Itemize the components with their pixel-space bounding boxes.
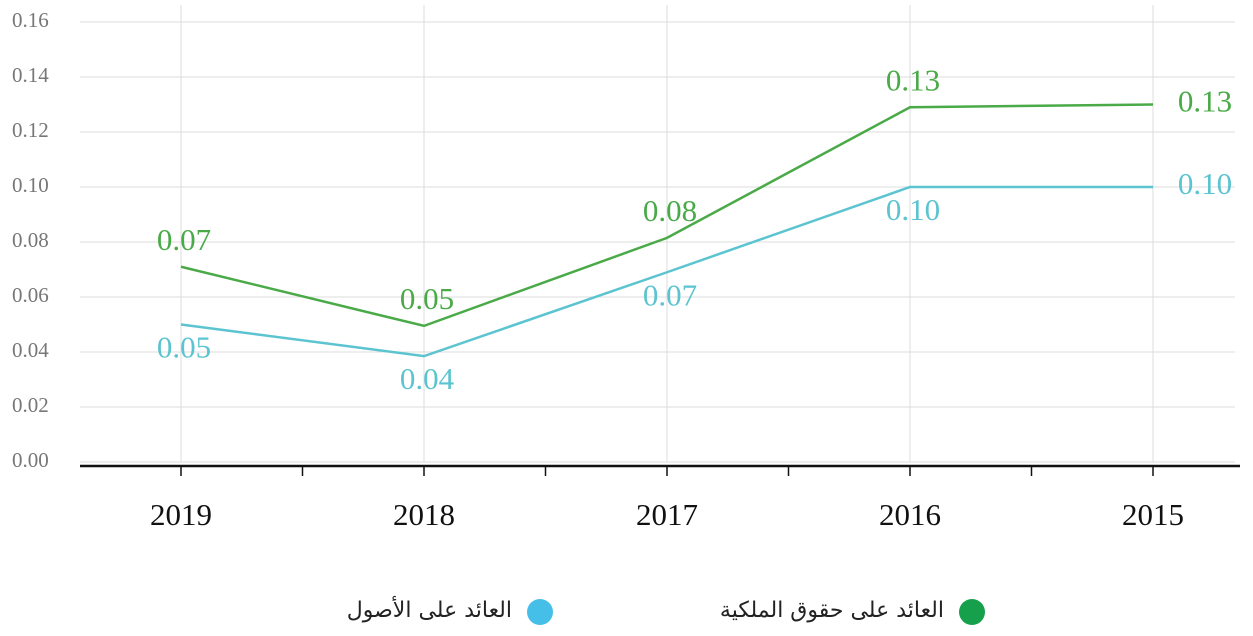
data-label: 0.08 (643, 193, 697, 228)
data-label: 0.07 (643, 277, 697, 312)
x-tick-label: 2017 (636, 497, 698, 532)
legend-label: العائد على الأصول (347, 596, 512, 623)
y-tick-label: 0.02 (12, 393, 49, 417)
y-tick-label: 0.10 (12, 173, 49, 197)
legend-label: العائد على حقوق الملكية (720, 598, 944, 623)
data-label: 0.05 (157, 330, 211, 365)
data-label: 0.13 (1178, 84, 1232, 119)
data-label: 0.05 (400, 281, 454, 316)
x-tick-label: 2018 (393, 497, 455, 532)
y-tick-label: 0.00 (12, 448, 49, 472)
y-tick-label: 0.08 (12, 228, 49, 252)
data-label: 0.10 (1178, 166, 1232, 201)
x-tick-label: 2019 (150, 497, 212, 532)
data-label: 0.04 (400, 361, 455, 396)
x-tick-label: 2016 (879, 497, 941, 532)
series-line (180, 103, 1154, 328)
legend-marker (527, 599, 553, 625)
y-tick-label: 0.16 (12, 8, 49, 32)
legend-marker (959, 599, 985, 625)
y-tick-label: 0.04 (12, 338, 49, 362)
data-label: 0.07 (157, 222, 211, 257)
series-line (180, 185, 1153, 358)
x-tick-label: 2015 (1122, 497, 1184, 532)
data-label: 0.13 (886, 62, 940, 97)
y-tick-label: 0.12 (12, 118, 49, 142)
y-tick-label: 0.14 (12, 63, 49, 87)
y-tick-label: 0.06 (12, 283, 49, 307)
data-label: 0.10 (886, 192, 940, 227)
